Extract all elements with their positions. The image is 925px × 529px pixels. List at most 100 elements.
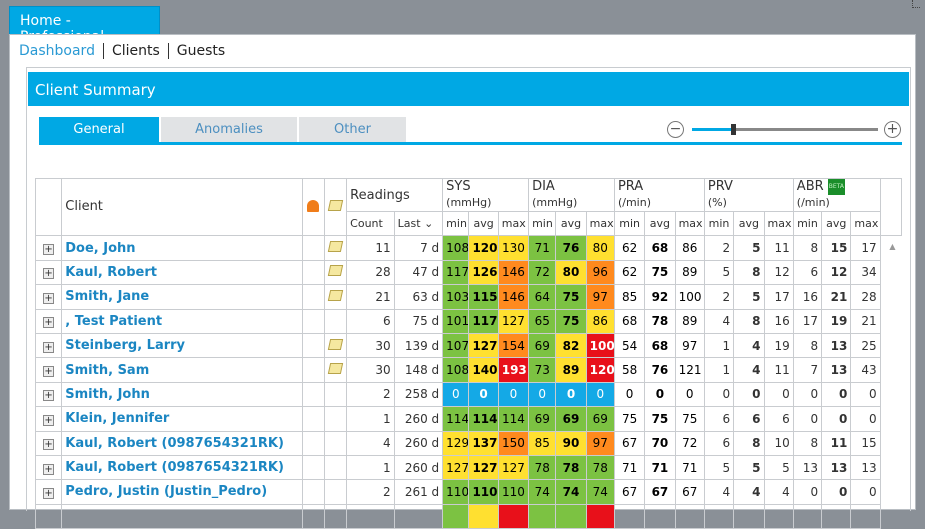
scrollbar-track[interactable]: [879, 333, 902, 358]
tab-other[interactable]: Other: [299, 117, 406, 142]
scrollbar-track[interactable]: [879, 406, 902, 432]
expand-cell[interactable]: +: [34, 454, 63, 481]
zoom-slider-handle[interactable]: [730, 124, 736, 135]
client-column-header[interactable]: Client: [61, 177, 303, 237]
table-row[interactable]: + Kaul, Robert (0987654321RK) 1 260 d 127 127…: [34, 454, 902, 481]
prv-avg-subheader[interactable]: avg: [733, 210, 765, 237]
client-name-link[interactable]: Kaul, Robert (0987654321RK): [61, 454, 303, 481]
expand-cell[interactable]: +: [34, 308, 63, 334]
client-name-link[interactable]: Pedro, Justin (Justin_Pedro): [61, 479, 303, 505]
client-name-link[interactable]: Steinberg, Larry: [61, 332, 303, 359]
zoom-in-icon[interactable]: +: [884, 121, 901, 138]
scrollbar-track[interactable]: [879, 357, 902, 383]
expand-cell[interactable]: +: [34, 406, 63, 432]
last-subheader[interactable]: Last ⌄: [393, 210, 444, 237]
scrollbar-track[interactable]: [879, 504, 902, 529]
pra-max-subheader[interactable]: max: [674, 210, 705, 237]
expand-plus-icon[interactable]: +: [43, 414, 55, 426]
scrollbar-track[interactable]: [879, 284, 902, 310]
dia-min-subheader[interactable]: min: [528, 210, 557, 237]
nav-clients-link[interactable]: Clients: [102, 43, 168, 59]
table-row[interactable]: + Doe, John 11 7 d 108 120 130 71 76 80 62 68 86 2 5 11…: [34, 235, 902, 261]
sys-max-subheader[interactable]: max: [497, 210, 530, 237]
abr-max-subheader[interactable]: max: [850, 210, 881, 237]
table-row[interactable]: +, Test Patient 6 75 d 101 117 127 65 75 86 68 78 8…: [34, 308, 902, 334]
zoom-out-icon[interactable]: −: [667, 121, 684, 138]
table-row[interactable]: + Kaul, Robert (0987654321RK) 4 260 d 129 137…: [34, 430, 902, 456]
sys-min-subheader[interactable]: min: [442, 210, 470, 237]
expand-plus-icon[interactable]: +: [43, 244, 55, 256]
client-name-link[interactable]: Klein, Jennifer: [61, 406, 303, 432]
expand-cell[interactable]: +: [34, 381, 63, 408]
note-cell[interactable]: [323, 357, 348, 383]
client-name-link[interactable]: [61, 503, 303, 529]
zoom-slider[interactable]: [692, 124, 878, 135]
scrollbar-track[interactable]: [879, 260, 902, 285]
note-cell[interactable]: [323, 284, 348, 310]
expand-cell[interactable]: +: [34, 479, 63, 505]
nav-guests-link[interactable]: Guests: [167, 43, 233, 59]
client-name-link[interactable]: Kaul, Robert (0987654321RK): [61, 430, 303, 456]
sys-avg-subheader[interactable]: avg: [468, 210, 499, 237]
note-icon[interactable]: [327, 363, 344, 375]
scrollbar-track[interactable]: [879, 455, 902, 480]
client-name-link[interactable]: Smith, John: [61, 381, 303, 408]
expand-plus-icon[interactable]: +: [43, 341, 55, 353]
scroll-up-icon[interactable]: ▲: [889, 242, 896, 252]
note-cell[interactable]: [323, 259, 348, 286]
expand-plus-icon[interactable]: +: [43, 366, 55, 378]
abr-avg-subheader[interactable]: avg: [821, 210, 852, 237]
expand-plus-icon[interactable]: +: [43, 487, 55, 499]
scrollbar-track[interactable]: ▲: [879, 235, 902, 261]
count-subheader[interactable]: Count: [346, 210, 395, 237]
window-title-tab[interactable]: Home - Professional: [9, 6, 160, 45]
table-row[interactable]: + Steinberg, Larry 30 139 d 107 127 154 69 82 100…: [34, 332, 902, 359]
expand-plus-icon[interactable]: +: [43, 268, 55, 280]
prv-max-subheader[interactable]: max: [763, 210, 794, 237]
nav-dashboard-link[interactable]: Dashboard: [19, 43, 95, 59]
expand-plus-icon[interactable]: +: [43, 439, 55, 451]
pra-avg-subheader[interactable]: avg: [644, 210, 676, 237]
expand-cell[interactable]: +: [34, 332, 63, 359]
note-icon[interactable]: [327, 289, 344, 301]
expand-cell[interactable]: +: [34, 235, 63, 261]
scrollbar-track[interactable]: [879, 431, 902, 456]
table-row[interactable]: + Pedro, Justin (Justin_Pedro) 2 261 d 110 11…: [34, 479, 902, 505]
note-icon[interactable]: [327, 338, 344, 350]
abr-min-subheader[interactable]: min: [792, 210, 823, 237]
dia-avg-subheader[interactable]: avg: [555, 210, 587, 237]
dia-max-subheader[interactable]: max: [585, 210, 615, 237]
expand-plus-icon[interactable]: +: [43, 390, 55, 402]
scrollbar-track[interactable]: [879, 479, 902, 505]
tab-anomalies[interactable]: Anomalies: [161, 117, 297, 142]
expand-cell[interactable]: +: [34, 259, 63, 286]
expand-plus-icon[interactable]: +: [43, 317, 55, 329]
dia-min-cell: 65: [528, 308, 557, 334]
table-row[interactable]: + Smith, Sam 30 148 d 108 140 193 73 89 120 58 76 12…: [34, 357, 902, 383]
note-cell[interactable]: [323, 235, 348, 261]
table-row[interactable]: + Smith, Jane 21 63 d 103 115 146 64 75 97 85 92 100…: [34, 284, 902, 310]
expand-cell[interactable]: [34, 503, 63, 529]
table-row[interactable]: [34, 503, 902, 529]
prv-min-subheader[interactable]: min: [703, 210, 735, 237]
expand-cell[interactable]: +: [34, 284, 63, 310]
expand-cell[interactable]: +: [34, 357, 63, 383]
note-icon[interactable]: [327, 265, 344, 277]
client-name-link[interactable]: , Test Patient: [61, 308, 303, 334]
table-row[interactable]: + Klein, Jennifer 1 260 d 114 114 114 69 69 69 75 7…: [34, 406, 902, 432]
note-icon[interactable]: [327, 241, 344, 253]
expand-plus-icon[interactable]: +: [43, 292, 55, 304]
client-name-link[interactable]: Kaul, Robert: [61, 259, 303, 286]
pra-min-subheader[interactable]: min: [613, 210, 646, 237]
client-name-link[interactable]: Smith, Jane: [61, 284, 303, 310]
table-row[interactable]: + Kaul, Robert 28 47 d 117 126 146 72 80 96 62 75 89…: [34, 259, 902, 286]
expand-plus-icon[interactable]: +: [43, 463, 55, 475]
expand-cell[interactable]: +: [34, 430, 63, 456]
tab-general[interactable]: General: [39, 117, 159, 142]
note-cell[interactable]: [323, 332, 348, 359]
scrollbar-track[interactable]: [879, 382, 902, 407]
client-name-link[interactable]: Smith, Sam: [61, 357, 303, 383]
client-name-link[interactable]: Doe, John: [61, 235, 303, 261]
scrollbar-track[interactable]: [879, 309, 902, 334]
